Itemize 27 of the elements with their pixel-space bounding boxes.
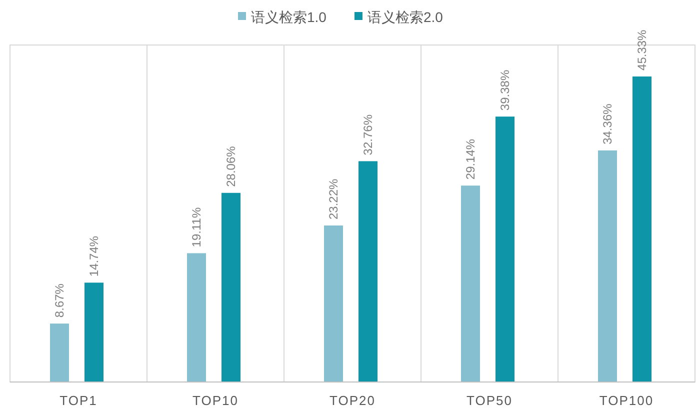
data-label: 14.74% xyxy=(87,236,101,277)
bar xyxy=(598,150,617,382)
x-tick-label: TOP50 xyxy=(466,393,512,408)
legend-label: 语义检索1.0 xyxy=(251,9,327,25)
data-label: 45.33% xyxy=(635,29,649,70)
legend-label: 语义检索2.0 xyxy=(367,9,444,25)
data-label: 32.76% xyxy=(361,114,375,156)
data-label: 8.67% xyxy=(52,283,66,318)
data-label: 34.36% xyxy=(600,103,614,144)
data-label: 19.11% xyxy=(190,207,204,248)
x-tick-label: TOP100 xyxy=(599,393,654,408)
bar xyxy=(50,324,69,382)
bar xyxy=(222,192,240,382)
bar xyxy=(324,225,343,382)
x-tick-label: TOP1 xyxy=(60,393,98,408)
x-tick-label: TOP10 xyxy=(192,393,238,408)
bar xyxy=(496,116,514,382)
data-label: 39.38% xyxy=(498,70,512,111)
data-label: 29.14% xyxy=(464,138,478,180)
bar xyxy=(84,282,104,382)
bar xyxy=(632,76,652,382)
data-label: 23.22% xyxy=(326,178,340,220)
x-tick-label: TOP20 xyxy=(330,393,376,408)
bar xyxy=(358,161,378,382)
bar xyxy=(461,186,480,382)
bar xyxy=(187,253,206,382)
data-label: 28.06% xyxy=(224,146,238,187)
